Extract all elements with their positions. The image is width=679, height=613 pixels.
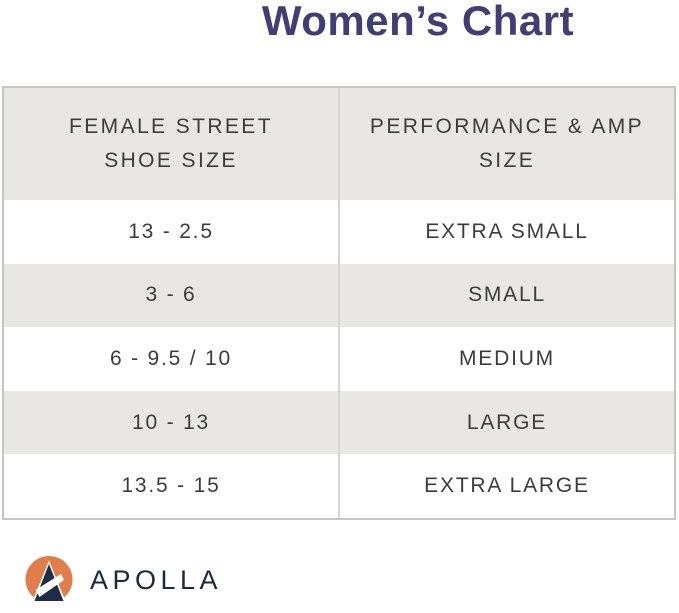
page-title: Women’s Chart [261, 0, 575, 44]
shoe-size-value: 13.5 - 15 [4, 454, 340, 518]
amp-size-value: EXTRA LARGE [424, 474, 590, 498]
brand-name: APOLLA [90, 565, 223, 595]
amp-size-value: SMALL [468, 283, 546, 307]
table-row: 10 - 13 LARGE [4, 390, 674, 455]
header-performance-amp-size: PERFORMANCE & AMP SIZE [369, 114, 645, 172]
brand-footer: APOLLA [24, 554, 222, 607]
amp-size-value: EXTRA SMALL [425, 219, 589, 243]
table-row: 6 - 9.5 / 10 MEDIUM [4, 327, 674, 391]
shoe-size-value: 13 - 2.5 [4, 200, 340, 264]
table-row: 13 - 2.5 EXTRA SMALL [4, 200, 674, 264]
header-shoe-size: FEMALE STREET SHOE SIZE [4, 88, 340, 200]
shoe-size-value: 6 - 9.5 / 10 [4, 327, 340, 391]
apolla-mountain-a-circle-icon [24, 555, 74, 607]
table-row: 13.5 - 15 EXTRA LARGE [4, 454, 674, 518]
amp-size-value: LARGE [466, 410, 548, 434]
amp-size-value: MEDIUM [459, 346, 555, 370]
shoe-size-value: 10 - 13 [4, 390, 340, 455]
womens-size-table: FEMALE STREET SHOE SIZE PERFORMANCE & AM… [2, 86, 676, 520]
table-header-row: FEMALE STREET SHOE SIZE PERFORMANCE & AM… [4, 88, 674, 200]
shoe-size-value: 3 - 6 [4, 263, 340, 328]
table-row: 3 - 6 SMALL [4, 263, 674, 328]
